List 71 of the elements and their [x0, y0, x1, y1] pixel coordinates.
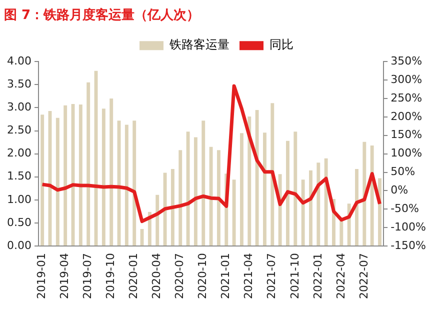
bar [355, 169, 358, 246]
x-tick-label: 2021-10 [288, 253, 302, 300]
bar [156, 194, 160, 246]
y2-tick-label: 50% [390, 165, 416, 178]
chart-title: 图 7：铁路月度客运量（亿人次） [4, 7, 200, 24]
bar [362, 142, 366, 246]
y2-tick-label: 100% [390, 146, 422, 160]
bar [78, 104, 82, 246]
x-tick-label: 2021-04 [242, 253, 256, 300]
y-tick-label: 3.00 [6, 100, 32, 114]
bar [102, 108, 106, 246]
y-tick-label: 1.50 [6, 170, 32, 183]
bar [248, 116, 252, 246]
bar [86, 82, 90, 246]
bar [294, 132, 298, 246]
x-tick-label: 2020-07 [173, 253, 186, 300]
bar [340, 219, 344, 246]
bar [209, 146, 213, 246]
legend-label: 铁路客运量 [168, 38, 230, 52]
bar [270, 103, 274, 246]
x-tick-label: 2022-07 [357, 253, 370, 300]
y2-tick-label: 150% [390, 128, 422, 142]
bar [316, 162, 320, 246]
x-tick-label: 2019-01 [35, 253, 48, 300]
x-tick-label: 2021-07 [265, 253, 278, 300]
bar [301, 180, 305, 246]
bar [232, 180, 236, 246]
y2-tick-label: -150% [390, 238, 426, 252]
legend-label: 同比 [270, 38, 294, 52]
x-tick-label: 2020-10 [196, 253, 210, 300]
x-tick-label: 2019-10 [104, 253, 118, 300]
x-tick-label: 2022-01 [311, 253, 324, 300]
bar [40, 114, 44, 246]
bar [178, 150, 182, 246]
y-tick-label: 0.00 [6, 238, 32, 252]
bar [64, 105, 68, 246]
bar [124, 124, 128, 246]
y-tick-label: 4.00 [6, 54, 32, 68]
x-tick-label: 2022-04 [334, 253, 348, 300]
y2-tick-label: 200% [390, 110, 422, 123]
bar [378, 178, 382, 246]
y2-tick-label: 0% [390, 184, 408, 197]
bar [170, 169, 174, 246]
bar [202, 120, 206, 246]
y-tick-label: 2.00 [6, 146, 32, 160]
bar [262, 132, 266, 246]
bar [110, 98, 114, 246]
y2-tick-label: -100% [390, 220, 426, 234]
bar [132, 120, 136, 246]
x-tick-label: 2020-01 [127, 253, 140, 300]
y2-tick-label: -50% [390, 202, 420, 216]
y2-tick-label: 250% [390, 91, 422, 104]
y-tick-label: 0.50 [6, 216, 32, 229]
y-tick-label: 2.50 [6, 124, 32, 137]
bar [309, 170, 312, 246]
y-tick-label: 3.50 [6, 78, 32, 91]
bar [255, 110, 259, 246]
bar [240, 133, 244, 246]
y-tick-label: 1.00 [6, 192, 32, 206]
x-tick-label: 2021-01 [219, 253, 232, 300]
y2-tick-label: 300% [390, 72, 422, 86]
bar [163, 172, 167, 246]
x-tick-label: 2019-07 [81, 253, 94, 300]
x-tick-label: 2020-04 [150, 253, 164, 300]
bar [286, 140, 290, 246]
bar [194, 137, 198, 246]
x-tick-label: 2019-04 [58, 253, 72, 300]
bar [56, 118, 60, 246]
y2-tick-label: 350% [390, 54, 422, 68]
bar [216, 150, 220, 246]
bar [186, 132, 190, 246]
